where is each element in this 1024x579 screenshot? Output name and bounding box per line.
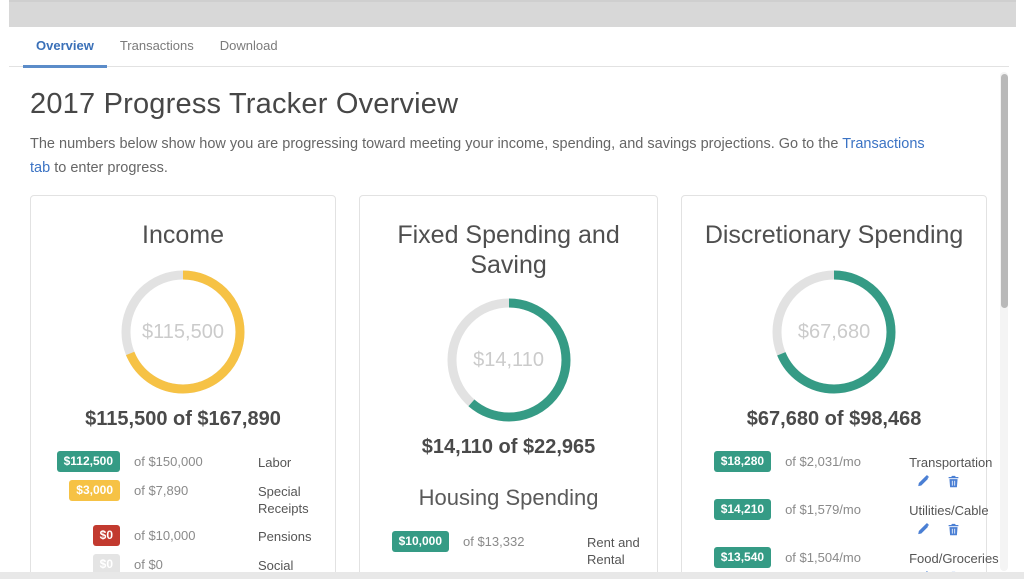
transactions-tab-link[interactable]: Transactions tab <box>30 136 925 176</box>
amount-badge[interactable]: $0 <box>92 525 120 546</box>
row-actions <box>909 472 992 491</box>
donut-chart: $14,110 <box>443 294 575 426</box>
budget-row: $112,500 of $150,000 Labor <box>44 451 322 472</box>
target-amount: of $10,000 <box>134 528 196 543</box>
card-total: $67,680 of $98,468 <box>746 408 922 430</box>
description-text-before: The numbers below show how you are progr… <box>30 136 843 152</box>
target-amount: of $7,890 <box>134 483 189 498</box>
category-label: Labor <box>258 455 292 470</box>
budget-row: $0 of $10,000 Pensions <box>44 525 322 546</box>
amount-badge[interactable]: $14,210 <box>713 499 772 520</box>
content-panel: 2017 Progress Tracker Overview The numbe… <box>9 68 1008 579</box>
donut-svg <box>447 298 571 422</box>
category-label: Utilities/Cable <box>909 503 989 518</box>
donut-svg <box>772 270 896 394</box>
card-total: $115,500 of $167,890 <box>85 408 281 430</box>
edit-pencil-icon[interactable] <box>917 523 931 537</box>
category-label: Food/Groceries <box>909 551 999 566</box>
tab-bar: Overview Transactions Download <box>9 36 1009 68</box>
tab-transactions[interactable]: Transactions <box>119 38 194 53</box>
page-title: 2017 Progress Tracker Overview <box>30 88 459 120</box>
description-text-after: to enter progress. <box>50 160 168 176</box>
donut-svg <box>121 270 245 394</box>
target-amount: of $0 <box>134 557 163 572</box>
budget-row: $13,540 of $1,504/mo Food/Groceries <box>695 547 999 579</box>
donut-progress-ring <box>121 270 245 394</box>
target-amount: of $2,031/mo <box>785 454 861 469</box>
tab-overview[interactable]: Overview <box>23 38 107 68</box>
card-title: Income <box>142 221 224 249</box>
target-amount: of $1,504/mo <box>785 550 861 565</box>
page-description: The numbers below show how you are progr… <box>30 132 930 180</box>
summary-card: Income $115,500 $115,500 of $167,890 $11… <box>30 195 336 579</box>
donut-center-value: $14,110 <box>473 348 544 371</box>
donut-chart: $115,500 <box>117 266 249 398</box>
donut-center-value: $67,680 <box>797 320 871 343</box>
amount-badge[interactable]: $10,000 <box>391 531 449 552</box>
summary-card: Discretionary Spending $67,680 $67,680 o… <box>681 195 999 579</box>
delete-trash-icon[interactable] <box>947 523 961 537</box>
budget-row: $18,280 of $2,031/mo Transportation <box>695 451 992 491</box>
donut-chart: $67,680 <box>768 266 900 398</box>
delete-trash-icon[interactable] <box>947 475 961 489</box>
budget-row: $14,210 of $1,579/mo Utilities/Cable <box>695 499 989 539</box>
budget-row: $3,000 of $7,890 Special Receipts <box>44 480 322 517</box>
edit-pencil-icon[interactable] <box>917 475 931 489</box>
amount-badge[interactable]: $112,500 <box>56 451 120 472</box>
amount-badge[interactable]: $18,280 <box>713 451 772 472</box>
vertical-scrollbar-track[interactable] <box>1000 72 1008 571</box>
row-actions <box>909 520 988 539</box>
amount-badge[interactable]: $3,000 <box>69 480 120 501</box>
target-amount: of $13,332 <box>463 534 525 549</box>
amount-badge[interactable]: $0 <box>92 554 120 575</box>
target-amount: of $1,579/mo <box>785 502 861 517</box>
card-rows: $18,280 of $2,031/mo Transportation $14,… <box>695 451 999 579</box>
donut-center-value: $115,500 <box>142 320 224 343</box>
amount-badge[interactable]: $13,540 <box>713 547 772 568</box>
card-subheading: Housing Spending <box>418 485 599 510</box>
tab-download[interactable]: Download <box>219 38 278 53</box>
card-title: Fixed Spending and Saving <box>397 221 620 279</box>
target-amount: of $150,000 <box>134 454 203 469</box>
card-rows: $112,500 of $150,000 Labor $3,000 of $7,… <box>44 451 322 579</box>
vertical-scrollbar-thumb[interactable] <box>1000 74 1008 308</box>
category-label: Pensions <box>258 529 312 544</box>
cards: Income $115,500 $115,500 of $167,890 $11… <box>30 195 999 579</box>
window-top-bar <box>9 0 1016 27</box>
card-total: $14,110 of $22,965 <box>421 436 596 458</box>
category-label: Special Receipts <box>258 484 309 516</box>
summary-card: Fixed Spending and Saving $14,110 $14,11… <box>359 195 659 579</box>
donut-progress-ring <box>772 270 896 394</box>
bottom-edge-strip <box>0 572 1024 579</box>
card-title: Discretionary Spending <box>704 221 964 249</box>
category-label: Transportation <box>909 455 993 470</box>
